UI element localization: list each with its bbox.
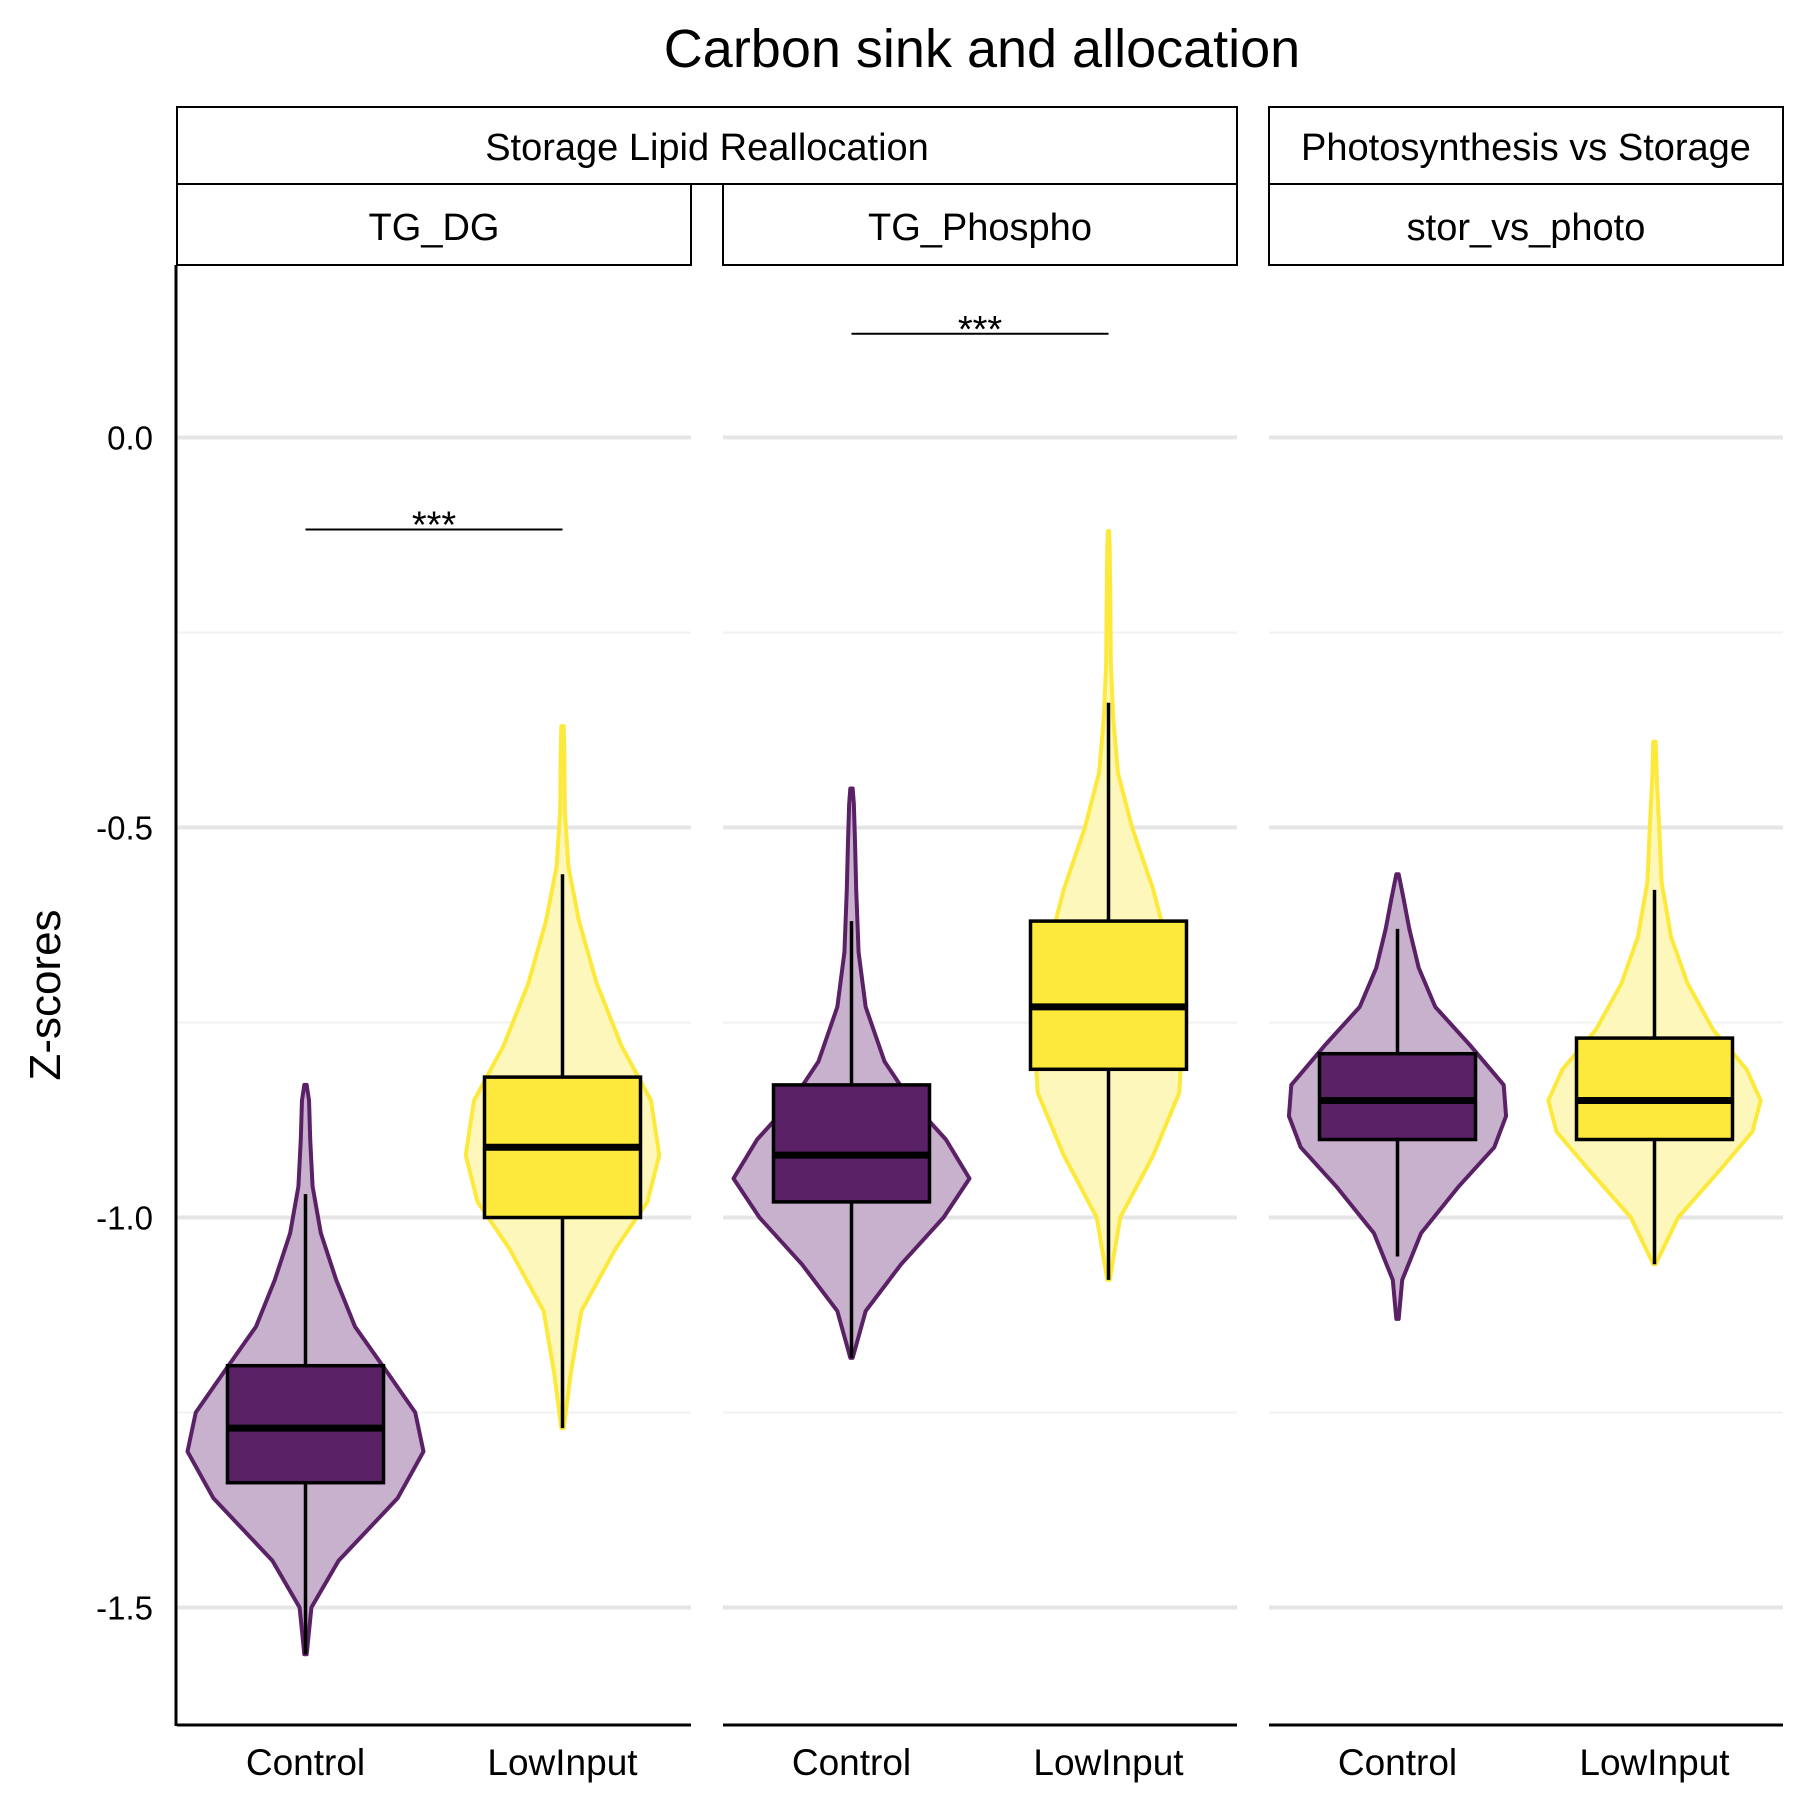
x-tick-label: LowInput	[487, 1742, 638, 1783]
box-control	[225, 1363, 386, 1485]
panel-strip-label: stor_vs_photo	[1407, 207, 1646, 249]
y-tick-label: -1.0	[96, 1200, 153, 1237]
x-tick-label: Control	[246, 1742, 365, 1783]
y-axis-title: Z-scores	[21, 909, 70, 1080]
x-tick-label: Control	[792, 1742, 911, 1783]
group-strip-label: Photosynthesis vs Storage	[1301, 127, 1751, 169]
panel-strip	[176, 183, 692, 266]
panel-strip-label: TG_DG	[369, 207, 500, 249]
group-strip-label: Storage Lipid Reallocation	[485, 127, 929, 169]
group-strip	[1268, 106, 1784, 185]
chart-title: Carbon sink and allocation	[664, 19, 1300, 79]
panel-strip-label: TG_Phospho	[868, 207, 1092, 249]
x-tick-label: Control	[1338, 1742, 1457, 1783]
y-tick-label: -1.5	[96, 1590, 153, 1627]
y-tick-label: 0.0	[107, 420, 153, 457]
box-lowinput	[1028, 919, 1189, 1072]
significance-label: ***	[958, 309, 1003, 351]
box-control	[771, 1083, 932, 1204]
x-tick-label: LowInput	[1033, 1742, 1184, 1783]
box-control	[1317, 1051, 1478, 1142]
y-tick-label: -0.5	[96, 810, 153, 847]
panel-strip	[1268, 183, 1784, 266]
group-strip	[176, 106, 1238, 185]
panel-strip	[722, 183, 1238, 266]
plot-layer: Storage Lipid Reallocation Photosynthesis…	[96, 106, 1784, 1783]
significance-label: ***	[412, 505, 457, 547]
x-tick-label: LowInput	[1579, 1742, 1730, 1783]
box-lowinput	[1574, 1036, 1735, 1142]
